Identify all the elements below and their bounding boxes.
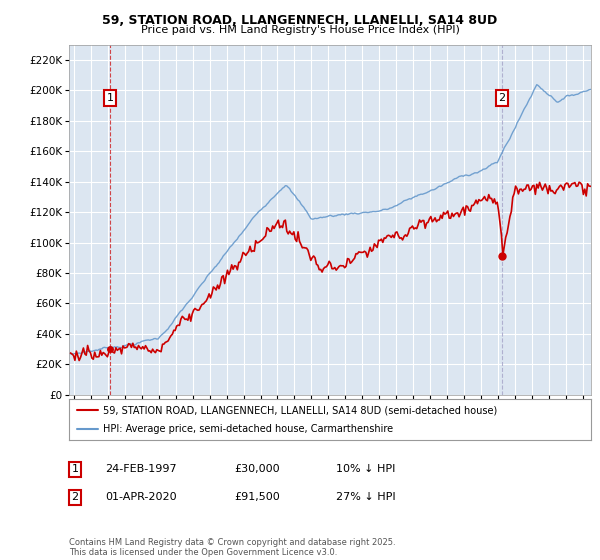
Text: 24-FEB-1997: 24-FEB-1997 xyxy=(105,464,176,474)
Text: 01-APR-2020: 01-APR-2020 xyxy=(105,492,176,502)
Text: 1: 1 xyxy=(107,93,113,103)
Text: £91,500: £91,500 xyxy=(234,492,280,502)
Text: £30,000: £30,000 xyxy=(234,464,280,474)
Text: 59, STATION ROAD, LLANGENNECH, LLANELLI, SA14 8UD (semi-detached house): 59, STATION ROAD, LLANGENNECH, LLANELLI,… xyxy=(103,405,497,415)
Text: 2: 2 xyxy=(71,492,79,502)
Text: HPI: Average price, semi-detached house, Carmarthenshire: HPI: Average price, semi-detached house,… xyxy=(103,424,393,433)
Text: 10% ↓ HPI: 10% ↓ HPI xyxy=(336,464,395,474)
Text: Contains HM Land Registry data © Crown copyright and database right 2025.
This d: Contains HM Land Registry data © Crown c… xyxy=(69,538,395,557)
Text: 59, STATION ROAD, LLANGENNECH, LLANELLI, SA14 8UD: 59, STATION ROAD, LLANGENNECH, LLANELLI,… xyxy=(103,14,497,27)
Text: 1: 1 xyxy=(71,464,79,474)
Text: 2: 2 xyxy=(499,93,506,103)
Text: Price paid vs. HM Land Registry's House Price Index (HPI): Price paid vs. HM Land Registry's House … xyxy=(140,25,460,35)
Text: 27% ↓ HPI: 27% ↓ HPI xyxy=(336,492,395,502)
